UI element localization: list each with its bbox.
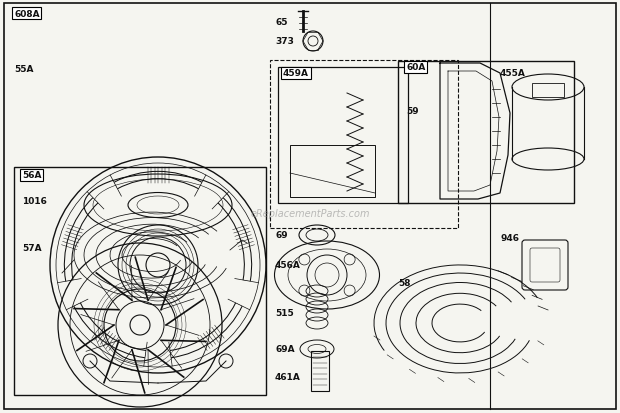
Text: 56A: 56A (22, 171, 42, 180)
Text: 69: 69 (275, 231, 288, 240)
Bar (270, 61, 458, 228)
Bar (278, 68, 408, 204)
Text: eReplacementParts.com: eReplacementParts.com (250, 209, 370, 218)
Text: 608A: 608A (14, 9, 40, 19)
Text: 461A: 461A (275, 373, 301, 382)
Text: 59: 59 (406, 107, 419, 116)
Text: 55A: 55A (14, 64, 33, 74)
Bar (398, 62, 574, 204)
Text: 373: 373 (275, 38, 294, 46)
Bar (311, 351, 329, 391)
Text: 58: 58 (398, 279, 410, 288)
Text: 65: 65 (275, 17, 288, 26)
Text: 459A: 459A (283, 69, 309, 78)
Bar (532, 84, 564, 98)
Text: 60A: 60A (406, 63, 425, 72)
Text: 57A: 57A (22, 244, 42, 253)
Text: 946: 946 (500, 234, 519, 243)
Text: 69A: 69A (275, 345, 294, 354)
Bar (290, 146, 375, 197)
Text: 455A: 455A (500, 69, 526, 78)
Text: 515: 515 (275, 309, 294, 318)
Bar (14, 168, 266, 395)
Text: 456A: 456A (275, 261, 301, 270)
Text: 1016: 1016 (22, 196, 47, 205)
